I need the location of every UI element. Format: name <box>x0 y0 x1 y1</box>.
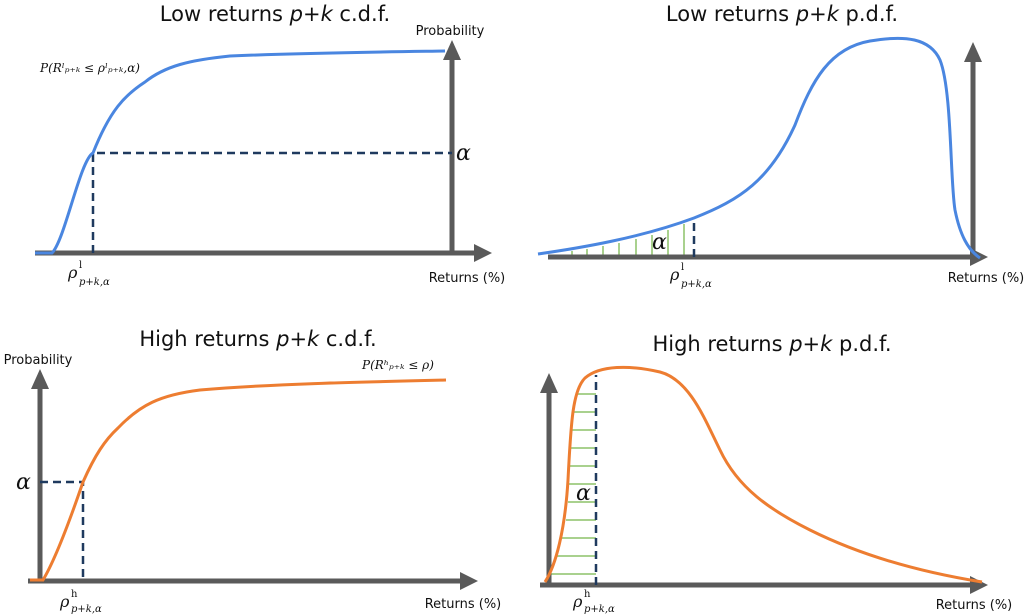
cdf-curve-label: P(Rʰₚ₊ₖ ≤ ρ) <box>361 358 434 372</box>
x-axis-label: Returns (%) <box>429 271 506 286</box>
quantile-label: ρ l p+k,α <box>669 262 712 290</box>
svg-text:ρ: ρ <box>59 592 70 611</box>
title-high-cdf: High returns p+k c.d.f. <box>139 327 376 351</box>
y-axis-label: Probability <box>4 353 73 368</box>
panel-low-pdf: Low returns p+k p.d.f. Returns (%) α ρ l… <box>537 2 1024 290</box>
alpha-label: α <box>576 481 591 506</box>
svg-text:p+k,α: p+k,α <box>681 279 712 290</box>
svg-text:ρ: ρ <box>67 263 78 282</box>
svg-text:l: l <box>681 262 684 273</box>
cdf-curve <box>30 378 447 582</box>
svg-text:h: h <box>584 589 591 600</box>
alpha-label: α <box>16 470 31 495</box>
x-axis-label: Returns (%) <box>425 597 502 612</box>
title-high-pdf: High returns p+k p.d.f. <box>652 332 891 356</box>
y-axis-arrow-icon <box>443 40 461 60</box>
svg-text:ρ: ρ <box>669 265 680 284</box>
svg-text:h: h <box>71 589 78 600</box>
svg-text:p+k,α: p+k,α <box>79 277 110 288</box>
y-axis-arrow-icon <box>31 369 49 389</box>
alpha-tail-area <box>571 224 685 257</box>
quantile-label: ρ h p+k,α <box>572 589 615 615</box>
alpha-label: α <box>652 230 667 255</box>
panel-high-cdf: High returns p+k c.d.f. Probability Retu… <box>4 327 502 615</box>
x-axis-label: Returns (%) <box>948 271 1024 286</box>
svg-text:l: l <box>79 260 82 271</box>
panel-low-cdf: Low returns p+k c.d.f. Probability Retur… <box>35 2 505 288</box>
svg-text:p+k,α: p+k,α <box>584 604 615 615</box>
x-axis-arrow-icon <box>474 244 492 262</box>
pdf-curve <box>537 36 981 260</box>
cdf-curve-label: P(Rˡₚ₊ₖ ≤ ρˡₚ₊ₖ,α) <box>39 61 140 75</box>
alpha-tail-area <box>551 393 596 575</box>
quantile-label: ρ l p+k,α <box>67 260 110 288</box>
y-axis-arrow-icon <box>540 373 558 393</box>
y-axis-arrow-icon <box>964 42 982 62</box>
alpha-label: α <box>456 141 471 166</box>
title-low-pdf: Low returns p+k p.d.f. <box>666 2 898 26</box>
x-axis-arrow-icon <box>460 572 478 590</box>
quantile-label: ρ h p+k,α <box>59 589 102 615</box>
pdf-curve <box>543 365 983 584</box>
title-low-cdf: Low returns p+k c.d.f. <box>160 2 390 26</box>
svg-text:p+k,α: p+k,α <box>71 604 102 615</box>
quantile-guide <box>91 151 452 253</box>
cdf-curve <box>35 49 446 255</box>
x-axis-label: Returns (%) <box>936 598 1013 613</box>
panel-high-pdf: High returns p+k p.d.f. Returns (%) α ρ … <box>540 332 1012 615</box>
y-axis-label: Probability <box>416 24 485 39</box>
svg-text:ρ: ρ <box>572 592 583 611</box>
x-axis-arrow-icon <box>970 576 988 594</box>
